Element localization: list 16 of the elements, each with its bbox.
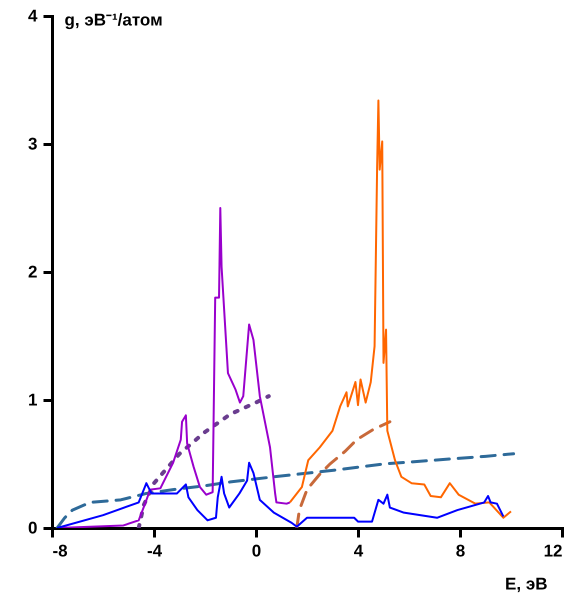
x-tick-label: 8 <box>456 542 466 560</box>
line-series <box>136 394 271 528</box>
y-tick-label: 0 <box>28 518 38 538</box>
y-tick-label: 1 <box>28 390 38 410</box>
x-axis-title: E, эВ <box>505 574 548 594</box>
x-tick-label: 0 <box>252 542 262 560</box>
x-tick-label: 4 <box>354 542 364 560</box>
y-tick-label: 4 <box>28 6 38 26</box>
line-series <box>295 420 392 528</box>
x-tick-label: -4 <box>146 542 163 560</box>
y-axis-title: g, эВ⁻¹/атом <box>64 10 163 30</box>
y-tick-label: 3 <box>28 134 38 154</box>
x-tick-label: 12 <box>544 542 562 560</box>
line-series <box>288 99 512 519</box>
x-tick-label: -8 <box>52 542 68 560</box>
y-tick-label: 2 <box>28 262 38 282</box>
